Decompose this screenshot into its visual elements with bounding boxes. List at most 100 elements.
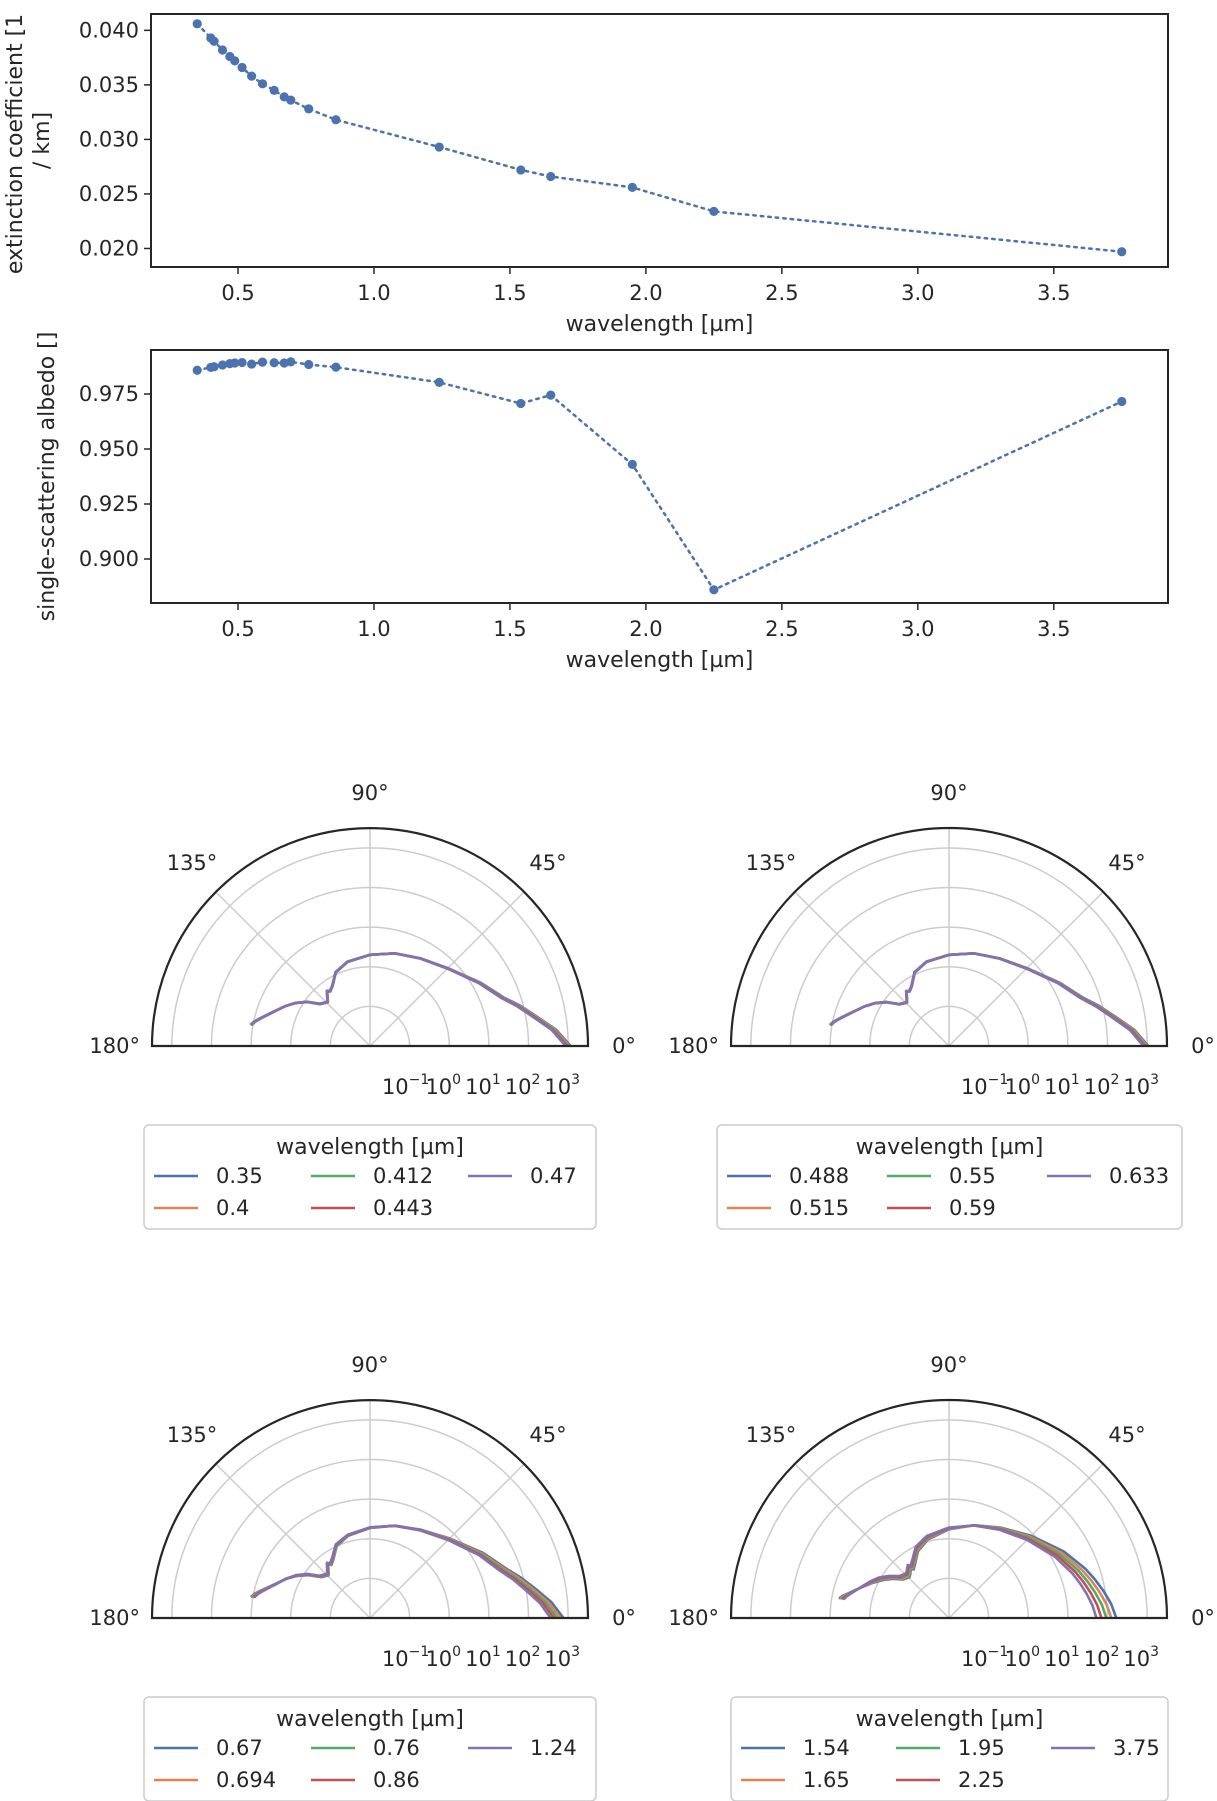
theta-tick-label: 90° bbox=[351, 781, 388, 805]
r-tick-label: 100 bbox=[425, 1072, 461, 1099]
r-tick-label: 103 bbox=[1123, 1644, 1159, 1671]
y-tick-label: 0.025 bbox=[79, 182, 139, 206]
data-point bbox=[546, 171, 556, 182]
r-tick-exponent: 3 bbox=[1150, 1072, 1159, 1088]
r-tick-label: 101 bbox=[1044, 1072, 1080, 1099]
theta-tick-label: 45° bbox=[529, 851, 566, 875]
r-tick-exponent: 2 bbox=[1110, 1072, 1119, 1088]
r-tick-base: 10 bbox=[382, 1647, 409, 1671]
legend-entry-label: 2.25 bbox=[958, 1768, 1005, 1792]
x-tick-label: 1.0 bbox=[357, 617, 390, 641]
data-point bbox=[286, 357, 296, 367]
r-tick-base: 10 bbox=[382, 1075, 409, 1099]
r-tick-base: 10 bbox=[505, 1075, 532, 1099]
angular-gridline bbox=[215, 1463, 371, 1619]
r-tick-label: 103 bbox=[544, 1644, 580, 1671]
plot-frame bbox=[150, 13, 1169, 268]
legend-box bbox=[143, 1124, 597, 1230]
r-tick-exponent: −1 bbox=[409, 1072, 430, 1088]
data-point bbox=[269, 358, 279, 368]
data-point bbox=[237, 357, 247, 368]
r-tick-label: 103 bbox=[1123, 1072, 1159, 1099]
series-line-1.24 bbox=[253, 1524, 552, 1619]
r-tick-label: 103 bbox=[544, 1072, 580, 1099]
x-tick-label: 1.5 bbox=[493, 617, 526, 641]
r-tick-label: 100 bbox=[425, 1644, 461, 1671]
x-tick-label: 3.0 bbox=[901, 281, 934, 305]
r-tick-label: 101 bbox=[465, 1644, 501, 1671]
r-tick-label: 102 bbox=[1084, 1072, 1120, 1099]
data-point bbox=[269, 85, 279, 95]
r-tick-base: 10 bbox=[1044, 1647, 1071, 1671]
x-tick-label: 1.0 bbox=[357, 281, 390, 305]
legend-title: wavelength [µm] bbox=[276, 1707, 464, 1732]
data-line bbox=[195, 360, 1124, 592]
series-line-0.633 bbox=[830, 952, 1145, 1047]
x-tick-label: 0.5 bbox=[221, 281, 254, 305]
theta-tick-label: 90° bbox=[930, 781, 967, 805]
r-tick-exponent: 1 bbox=[1071, 1644, 1080, 1660]
y-tick-label: 0.975 bbox=[79, 382, 139, 406]
theta-tick-label: 135° bbox=[167, 1423, 218, 1447]
y-tick-label: 0.950 bbox=[79, 437, 139, 461]
legend-entry-label: 0.86 bbox=[373, 1768, 420, 1792]
r-tick-base: 10 bbox=[1084, 1647, 1111, 1671]
r-tick-label: 102 bbox=[505, 1644, 541, 1671]
theta-tick-label: 180° bbox=[668, 1034, 719, 1058]
theta-tick-label: 45° bbox=[529, 1423, 566, 1447]
data-point bbox=[434, 377, 444, 387]
data-point bbox=[546, 390, 556, 400]
data-point bbox=[257, 357, 268, 367]
data-point bbox=[237, 62, 247, 73]
angular-gridline bbox=[215, 891, 371, 1047]
series-line-0.59 bbox=[829, 952, 1146, 1047]
r-tick-exponent: 0 bbox=[452, 1644, 461, 1660]
data-point bbox=[304, 104, 314, 114]
legend-entry-label: 0.488 bbox=[789, 1164, 849, 1188]
data-line bbox=[195, 22, 1124, 253]
y-tick-label: 0.925 bbox=[79, 492, 139, 516]
legend-entry-label: 0.59 bbox=[949, 1196, 996, 1220]
angular-gridline bbox=[948, 1463, 1104, 1619]
x-tick-label: 1.5 bbox=[493, 281, 526, 305]
theta-tick-label: 180° bbox=[89, 1034, 140, 1058]
r-tick-label: 101 bbox=[1044, 1644, 1080, 1671]
x-tick-label: 0.5 bbox=[221, 617, 254, 641]
legend-box bbox=[143, 1696, 597, 1801]
legend-entry-label: 0.47 bbox=[530, 1164, 577, 1188]
data-point bbox=[230, 358, 240, 368]
data-point bbox=[217, 360, 228, 370]
r-tick-base: 10 bbox=[1004, 1647, 1031, 1671]
legend-entry-label: 0.4 bbox=[216, 1196, 249, 1220]
x-tick-label: 2.5 bbox=[765, 617, 798, 641]
r-tick-base: 10 bbox=[1004, 1075, 1031, 1099]
series-line-0.55 bbox=[829, 951, 1147, 1047]
series-line-3.75 bbox=[842, 1524, 1098, 1619]
theta-tick-label: 0° bbox=[1191, 1606, 1215, 1630]
r-tick-label: 100 bbox=[1004, 1072, 1040, 1099]
y-tick-label: 0.020 bbox=[79, 236, 139, 260]
r-tick-base: 10 bbox=[425, 1647, 452, 1671]
series-line-0.515 bbox=[829, 951, 1149, 1047]
r-tick-exponent: −1 bbox=[988, 1644, 1009, 1660]
legend-entry-label: 1.65 bbox=[803, 1768, 850, 1792]
r-tick-base: 10 bbox=[465, 1075, 492, 1099]
data-point bbox=[331, 362, 341, 372]
r-tick-exponent: 2 bbox=[531, 1072, 540, 1088]
r-tick-base: 10 bbox=[505, 1647, 532, 1671]
r-tick-base: 10 bbox=[1123, 1647, 1150, 1671]
y-tick-label: 0.030 bbox=[79, 127, 139, 151]
r-tick-label: 102 bbox=[1084, 1644, 1120, 1671]
x-tick-label: 3.5 bbox=[1037, 617, 1070, 641]
series-line-0.694 bbox=[250, 1524, 562, 1619]
data-point bbox=[516, 165, 526, 175]
r-tick-base: 10 bbox=[1084, 1075, 1111, 1099]
series-line-0.47 bbox=[250, 952, 567, 1047]
data-point bbox=[257, 79, 268, 89]
data-point bbox=[627, 459, 637, 469]
r-tick-label: 101 bbox=[465, 1072, 501, 1099]
line-chart-1: 0.5 1.0 1.5 2.0 2.5 3.0 3.5 0.020 0.025 0.030 0.03… bbox=[3, 7, 1169, 337]
data-point bbox=[434, 142, 444, 152]
